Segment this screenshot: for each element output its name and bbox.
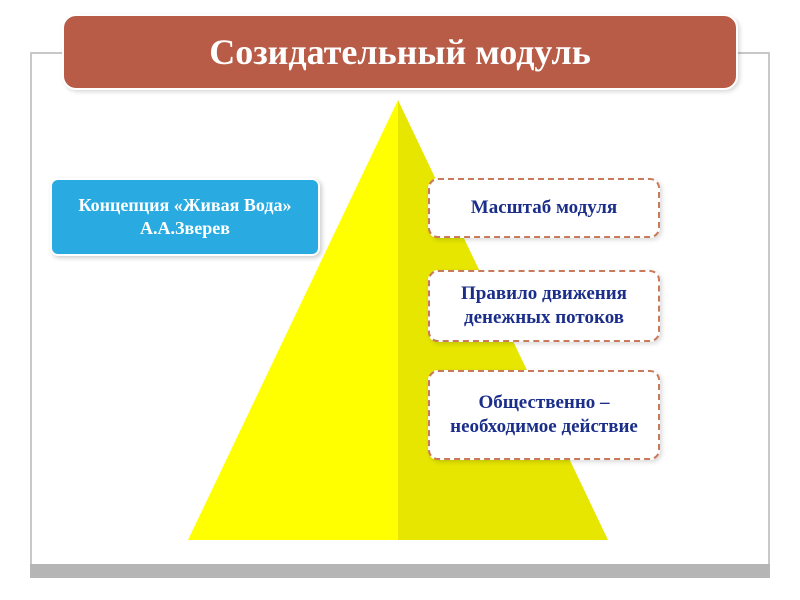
- item-box-1: Масштаб модуля: [428, 178, 660, 238]
- concept-box: Концепция «Живая Вода» А.А.Зверев: [50, 178, 320, 256]
- item-box-2: Правило движения денежных потоков: [428, 270, 660, 342]
- item-box-3: Общественно – необходимое действие: [428, 370, 660, 460]
- title-text: Созидательный модуль: [209, 31, 591, 73]
- title-box: Созидательный модуль: [62, 14, 738, 90]
- bottom-bar: [30, 564, 770, 578]
- pyramid-left-face: [188, 100, 398, 540]
- item-text-3: Общественно – необходимое действие: [438, 391, 650, 439]
- concept-line2: А.А.Зверев: [140, 217, 230, 240]
- item-text-2: Правило движения денежных потоков: [438, 282, 650, 330]
- item-text-1: Масштаб модуля: [471, 196, 617, 220]
- concept-line1: Концепция «Живая Вода»: [79, 194, 292, 217]
